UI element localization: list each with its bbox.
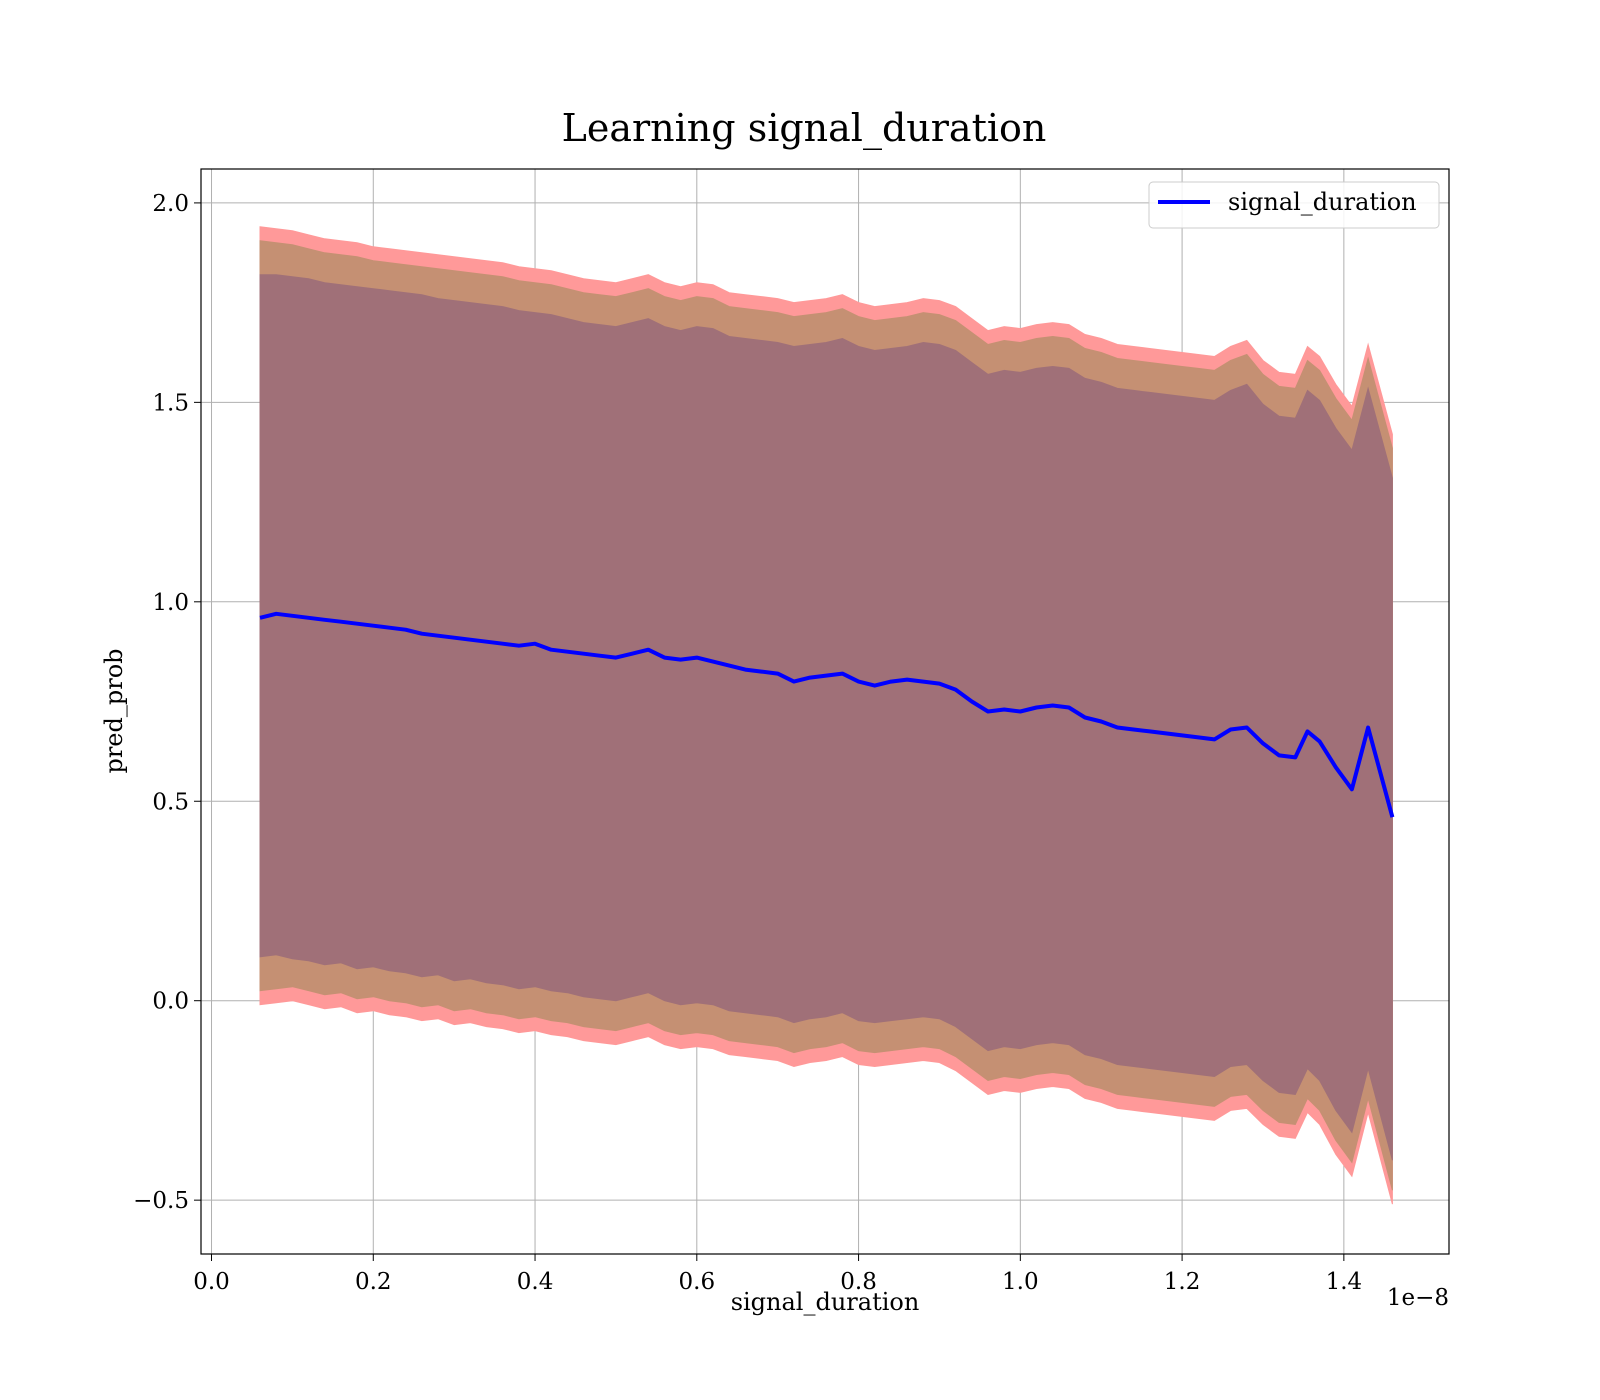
x-tick-label: 0.4 (517, 1269, 554, 1295)
series-lines (259, 611, 1395, 818)
x-offset-label: 1e−8 (1387, 1285, 1449, 1311)
x-tick-label: 0.6 (679, 1269, 716, 1295)
confidence-bands (259, 226, 1393, 1205)
legend-entry: signal_duration (1228, 188, 1417, 216)
chart-title: Learning signal_duration (562, 106, 1047, 151)
x-tick-label: 1.4 (1326, 1269, 1363, 1295)
y-tick-label: 0.0 (152, 989, 189, 1015)
y-tick-label: 0.5 (152, 789, 189, 815)
x-axis: 0.0 0.2 0.4 0.6 0.8 1.0 1.2 1.4 (193, 1254, 1362, 1295)
x-tick-label: 0.2 (355, 1269, 392, 1295)
x-tick-label: 1.0 (1002, 1269, 1039, 1295)
y-tick-label: 1.0 (152, 590, 189, 616)
y-tick-label: −0.5 (133, 1188, 189, 1214)
y-tick-label: 2.0 (152, 191, 189, 217)
x-tick-label: 0.8 (840, 1269, 877, 1295)
inner-band (259, 274, 1393, 1161)
y-tick-label: 1.5 (152, 390, 189, 416)
legend: signal_duration (1148, 181, 1440, 229)
plot-frame (200, 168, 1450, 1255)
y-axis-label: pred_prob (100, 648, 128, 773)
series-line-signal-duration (259, 611, 1395, 818)
x-tick-label: 1.2 (1164, 1269, 1201, 1295)
legend-box (1148, 181, 1440, 229)
x-tick-label: 0.0 (193, 1269, 230, 1295)
y-axis: −0.5 0.0 0.5 1.0 1.5 2.0 (133, 191, 201, 1214)
x-axis-label: signal_duration (731, 1288, 920, 1316)
